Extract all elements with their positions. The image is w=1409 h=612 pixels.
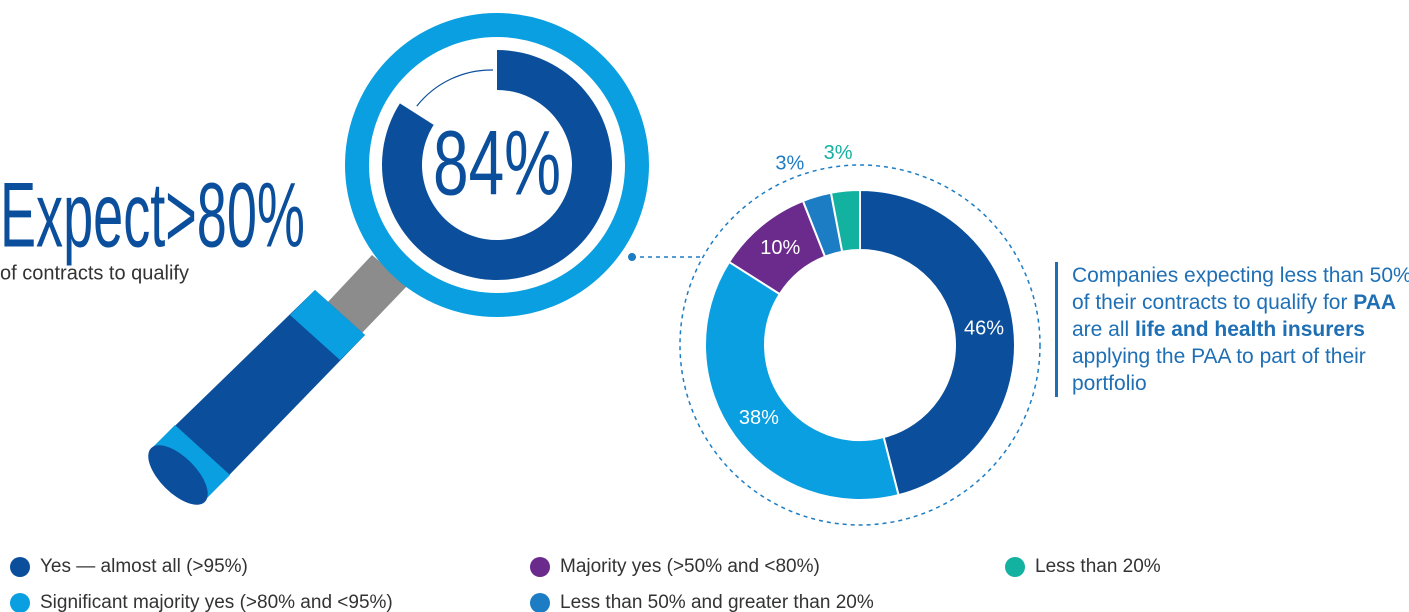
headline: Expect>80% <box>0 164 305 266</box>
legend-swatch <box>1005 557 1025 577</box>
magnifier-handle <box>150 290 365 500</box>
pie-slice <box>829 188 861 253</box>
note-emphasis: PAA <box>1353 291 1397 314</box>
value-label: 46% <box>964 318 1004 340</box>
note-text: applying the PAA to part of their portfo… <box>1072 345 1366 395</box>
legend-label: Less than 50% and greater than 20% <box>560 592 874 612</box>
pie-slice <box>859 188 1016 497</box>
highlight-guide <box>416 69 494 107</box>
headline-subtitle: of contracts to qualify <box>0 262 189 284</box>
pie-slice <box>704 260 900 501</box>
highlight-arc <box>381 50 612 280</box>
note-text: Companies expecting less than 50% of the… <box>1072 264 1409 314</box>
legend-swatch <box>10 557 30 577</box>
legend-label: Yes — almost all (>95%) <box>40 556 248 577</box>
highlight-label: 84% <box>433 112 561 214</box>
legend-swatch <box>530 593 550 612</box>
legend-label: Significant majority yes (>80% and <95%) <box>40 592 393 612</box>
value-label: 3% <box>824 142 853 164</box>
legend-label: Majority yes (>50% and <80%) <box>560 556 820 577</box>
magnifier-neck <box>325 255 408 335</box>
legend-swatch <box>10 593 30 612</box>
value-label: 3% <box>775 152 804 174</box>
value-label: 10% <box>760 237 800 259</box>
legend-swatch <box>530 557 550 577</box>
note-text: are all <box>1072 318 1136 341</box>
magnifier-cap <box>290 290 365 360</box>
note-emphasis: life and health insurers <box>1135 318 1365 341</box>
legend-label: Less than 20% <box>1035 556 1161 577</box>
magnifier-tip <box>148 445 208 505</box>
value-label: 38% <box>739 407 779 429</box>
note: Companies expecting less than 50% of the… <box>1055 262 1409 397</box>
connector-dot <box>628 253 636 261</box>
pie-outline <box>679 164 1041 526</box>
